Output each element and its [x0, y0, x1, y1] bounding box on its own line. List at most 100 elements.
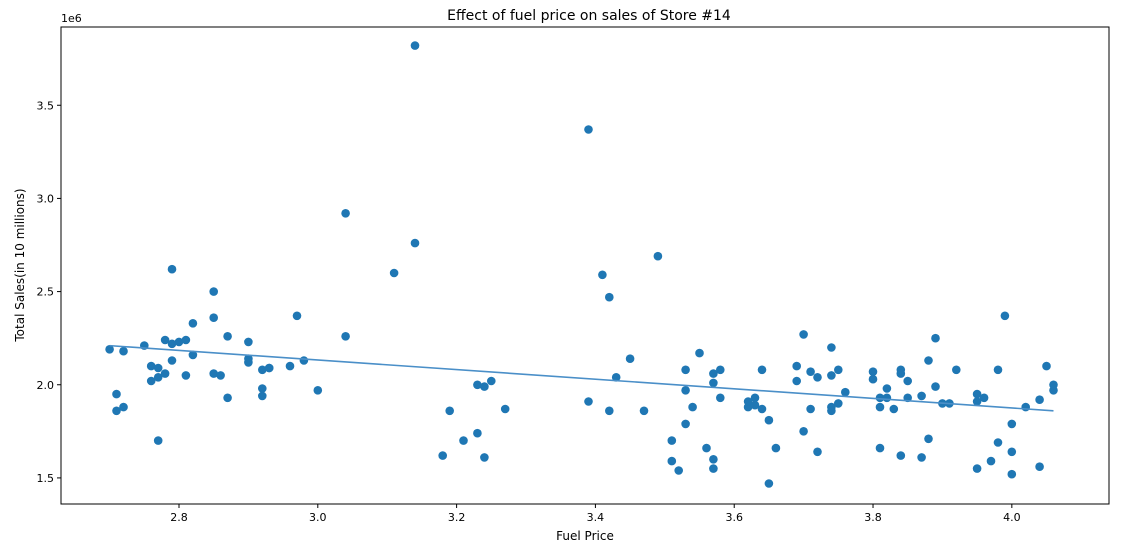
data-point-75: [716, 365, 725, 375]
data-point-31: [258, 391, 267, 401]
data-point-122: [952, 365, 961, 375]
data-point-133: [1007, 419, 1017, 429]
data-point-78: [743, 397, 753, 406]
data-point-7: [146, 376, 156, 386]
data-point-44: [438, 451, 448, 460]
data-point-4: [119, 346, 128, 356]
data-point-117: [924, 434, 933, 444]
data-point-13: [167, 339, 177, 349]
data-point-106: [882, 393, 892, 403]
points-layer: [105, 41, 1058, 488]
x-tick-label: 3.0: [309, 511, 327, 524]
data-point-9: [153, 436, 163, 445]
data-point-76: [716, 393, 725, 403]
x-tick-label: 3.6: [725, 511, 743, 524]
data-point-29: [244, 358, 253, 367]
data-point-0: [105, 345, 114, 354]
data-point-80: [750, 393, 760, 403]
data-point-53: [584, 125, 593, 134]
data-point-38: [313, 386, 323, 395]
y-offset-text: 1e6: [61, 12, 82, 25]
x-axis: 2.8 3.0 3.2 3.4 3.6 3.8 4.0: [170, 504, 1021, 524]
data-point-56: [605, 292, 614, 302]
trend-layer: [109, 344, 1054, 412]
data-point-60: [639, 406, 649, 416]
data-point-61: [653, 251, 663, 261]
data-point-123: [972, 464, 982, 473]
data-point-107: [882, 384, 892, 393]
data-point-136: [1035, 395, 1044, 405]
data-point-45: [445, 406, 455, 416]
data-point-36: [292, 311, 302, 321]
data-point-47: [473, 428, 482, 438]
data-point-71: [709, 455, 718, 464]
data-point-24: [216, 371, 225, 380]
data-point-26: [223, 332, 232, 341]
data-point-35: [285, 361, 295, 371]
data-point-108: [889, 404, 899, 414]
data-point-3: [119, 402, 128, 412]
data-point-104: [875, 402, 885, 412]
data-point-79: [750, 400, 760, 410]
data-point-30: [258, 365, 267, 375]
data-point-1: [112, 389, 121, 399]
data-point-2: [112, 406, 121, 416]
data-point-48: [473, 380, 482, 390]
data-point-17: [181, 371, 191, 380]
data-point-92: [813, 373, 822, 382]
data-point-137: [1042, 361, 1051, 371]
x-tick-label: 3.4: [587, 511, 605, 524]
data-point-41: [389, 268, 399, 278]
data-point-134: [1021, 402, 1030, 412]
y-tick-label: 3.0: [37, 192, 55, 205]
data-point-94: [827, 343, 836, 352]
x-tick-label: 3.2: [448, 511, 466, 524]
data-point-99: [834, 399, 843, 408]
data-point-86: [792, 361, 801, 371]
data-point-37: [299, 356, 309, 365]
data-point-74: [709, 378, 718, 388]
data-point-87: [792, 376, 801, 386]
data-point-27: [244, 337, 253, 347]
data-point-21: [209, 369, 218, 378]
chart-title: Effect of fuel price on sales of Store #…: [447, 8, 731, 24]
data-point-135: [1035, 462, 1044, 472]
y-tick-label: 2.0: [37, 379, 55, 392]
data-point-68: [688, 402, 697, 412]
x-axis-label: Fuel Price: [556, 529, 614, 543]
y-axis: 1.5 2.0 2.5 3.0 3.5: [37, 99, 61, 485]
data-point-89: [799, 427, 808, 436]
data-point-11: [160, 335, 170, 345]
data-point-52: [500, 404, 510, 414]
data-point-126: [979, 393, 989, 403]
data-point-98: [834, 365, 843, 375]
data-point-6: [146, 361, 156, 371]
data-point-58: [611, 373, 621, 382]
data-point-40: [341, 332, 350, 341]
data-point-10: [153, 373, 163, 382]
data-point-54: [584, 397, 593, 406]
data-point-15: [167, 264, 177, 274]
data-point-18: [181, 335, 191, 345]
y-tick-label: 3.5: [37, 99, 55, 112]
data-point-20: [188, 350, 198, 360]
data-point-100: [841, 387, 850, 397]
y-tick-label: 2.5: [37, 286, 55, 299]
data-point-105: [875, 393, 885, 403]
data-point-85: [771, 443, 781, 453]
data-point-42: [410, 41, 420, 50]
data-point-65: [681, 365, 690, 375]
data-point-132: [1007, 447, 1017, 457]
data-point-103: [875, 443, 885, 453]
data-point-97: [827, 406, 836, 416]
x-tick-label: 3.8: [864, 511, 882, 524]
data-point-50: [480, 382, 489, 391]
data-point-90: [806, 367, 815, 377]
data-point-51: [487, 376, 496, 386]
data-point-131: [1007, 469, 1017, 479]
data-point-14: [167, 356, 177, 365]
data-point-125: [972, 397, 982, 406]
data-point-67: [681, 419, 690, 429]
data-point-127: [986, 456, 996, 466]
